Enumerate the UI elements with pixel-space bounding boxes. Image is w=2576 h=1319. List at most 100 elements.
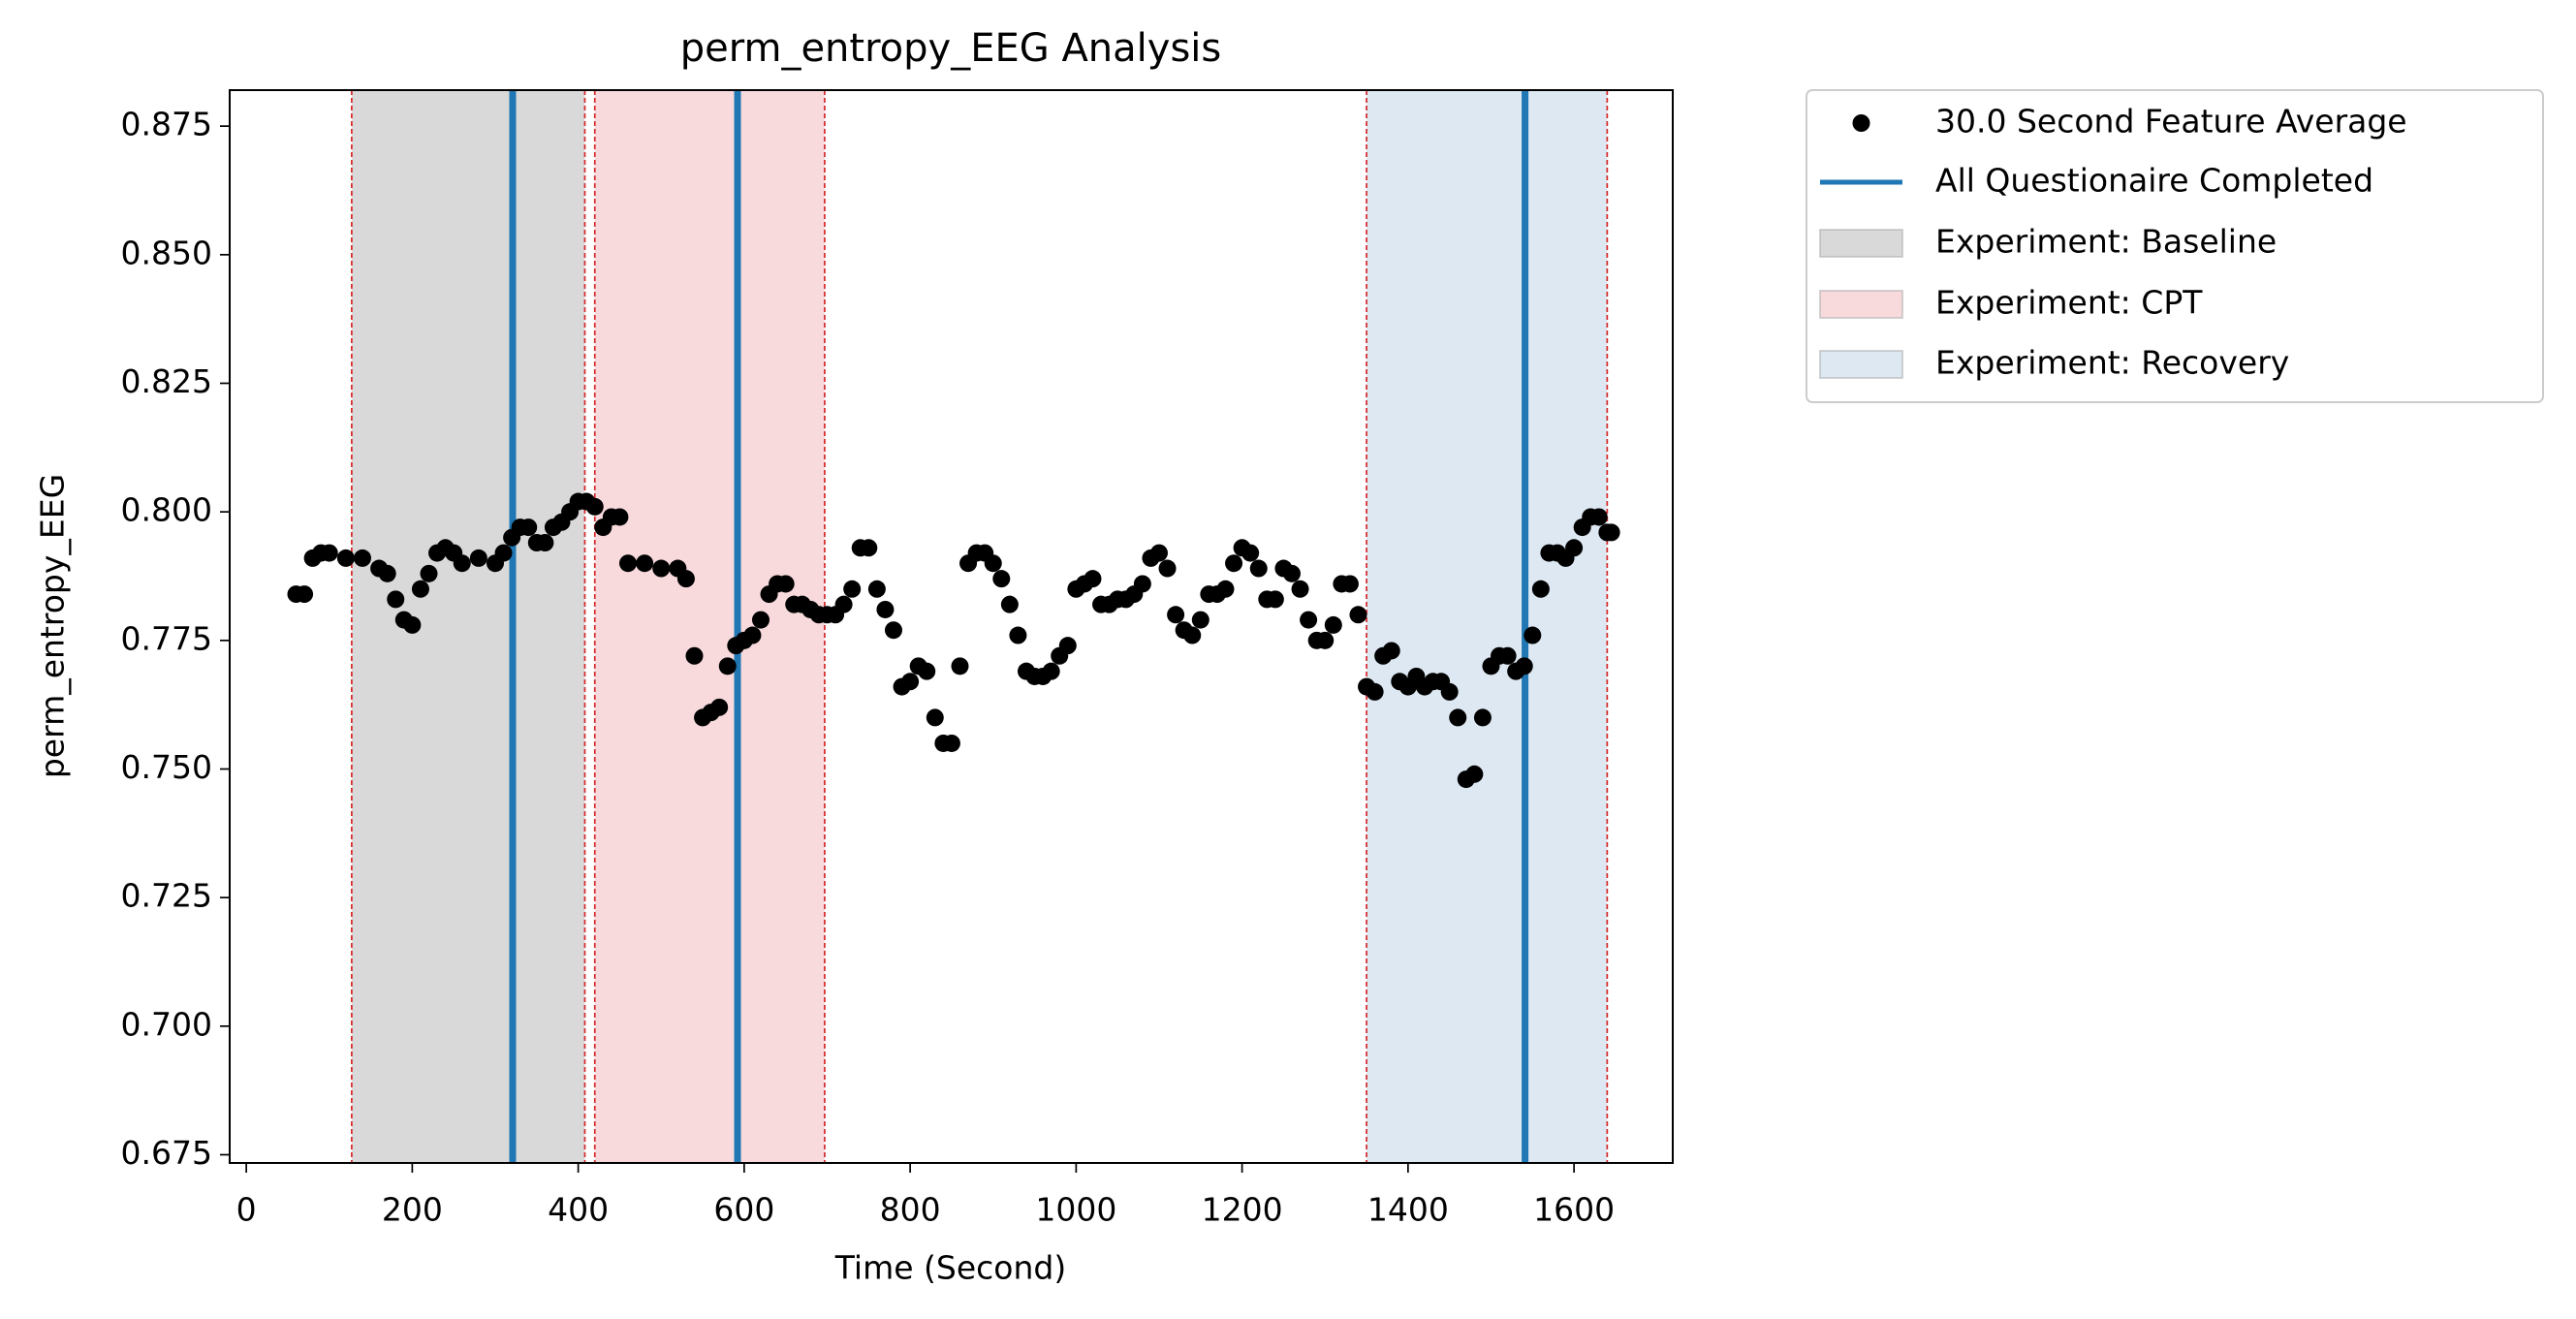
legend-marker — [1852, 114, 1870, 132]
data-point — [918, 662, 936, 680]
data-point — [611, 508, 629, 526]
data-point — [1440, 682, 1459, 701]
data-point — [751, 611, 770, 629]
data-point — [984, 554, 1002, 573]
data-point — [1465, 765, 1484, 783]
data-point — [1009, 626, 1027, 644]
data-point — [942, 734, 960, 752]
data-point — [884, 621, 902, 640]
y-tick-label: 0.750 — [121, 748, 212, 786]
data-point — [1291, 580, 1309, 598]
data-point — [1531, 580, 1550, 598]
data-point — [1266, 590, 1284, 609]
x-tick-label: 0 — [236, 1191, 257, 1229]
y-tick-label: 0.850 — [121, 234, 212, 271]
y-tick-label: 0.800 — [121, 491, 212, 529]
data-point — [1340, 575, 1359, 593]
data-point — [1524, 626, 1542, 644]
x-tick-label: 1000 — [1035, 1191, 1116, 1229]
x-tick-label: 1200 — [1202, 1191, 1283, 1229]
y-tick-label: 0.775 — [121, 619, 212, 657]
data-point — [685, 646, 704, 665]
span — [1367, 90, 1608, 1163]
data-point — [1473, 708, 1492, 727]
legend-marker — [1819, 229, 1903, 258]
data-point — [1000, 595, 1019, 613]
x-tick-label: 1400 — [1367, 1191, 1449, 1229]
data-point — [867, 580, 886, 598]
data-point — [926, 708, 944, 727]
data-point — [336, 549, 355, 567]
data-point — [1241, 544, 1260, 562]
data-point — [618, 554, 637, 573]
data-point — [652, 559, 671, 578]
data-point — [1498, 646, 1517, 665]
data-point — [353, 549, 371, 567]
y-tick-label: 0.675 — [121, 1134, 212, 1172]
x-tick-label: 1600 — [1533, 1191, 1615, 1229]
data-point — [718, 657, 737, 675]
data-point — [860, 539, 878, 557]
data-point — [1149, 544, 1168, 562]
data-point — [951, 657, 969, 675]
x-axis-label: Time (Second) — [834, 1249, 1066, 1287]
chart-title: perm_entropy_EEG Analysis — [680, 26, 1222, 71]
y-tick-label: 0.875 — [121, 106, 212, 143]
data-point — [1449, 708, 1467, 727]
data-point — [1366, 682, 1384, 701]
legend-box — [1806, 89, 2544, 403]
data-point — [876, 600, 895, 618]
legend-label: Experiment: Baseline — [1935, 223, 2277, 261]
x-tick-label: 400 — [548, 1191, 609, 1229]
data-point — [1042, 662, 1060, 680]
data-point — [519, 518, 538, 537]
data-point — [1282, 564, 1301, 582]
data-point — [1084, 570, 1102, 588]
data-point — [420, 564, 438, 582]
data-point — [494, 544, 513, 562]
data-point — [1382, 642, 1400, 660]
data-point — [843, 580, 862, 598]
data-point — [834, 595, 853, 613]
data-point — [676, 570, 695, 588]
data-point — [992, 570, 1011, 588]
x-tick-label: 200 — [382, 1191, 443, 1229]
data-point — [453, 554, 471, 573]
data-point — [1216, 580, 1235, 598]
data-point — [296, 585, 314, 604]
legend-label: 30.0 Second Feature Average — [1935, 103, 2407, 141]
legend-marker — [1819, 290, 1903, 319]
data-point — [1249, 559, 1268, 578]
legend-label: Experiment: Recovery — [1935, 344, 2289, 382]
data-point — [1167, 606, 1185, 624]
data-point — [1158, 559, 1177, 578]
plot-area — [287, 90, 1620, 1163]
y-tick-label: 0.825 — [121, 362, 212, 400]
data-point — [743, 626, 762, 644]
y-tick-label: 0.725 — [121, 877, 212, 915]
data-point — [320, 544, 338, 562]
legend-label: All Questionaire Completed — [1935, 162, 2373, 200]
data-point — [776, 575, 795, 593]
data-point — [636, 554, 654, 573]
data-point — [403, 615, 422, 634]
data-point — [1565, 539, 1584, 557]
x-tick-label: 600 — [713, 1191, 774, 1229]
data-point — [1191, 611, 1209, 629]
y-axis-label: perm_entropy_EEG — [34, 474, 72, 778]
x-tick-label: 800 — [880, 1191, 941, 1229]
legend-label: Experiment: CPT — [1935, 284, 2203, 322]
data-point — [1324, 615, 1342, 634]
legend-marker — [1819, 350, 1903, 379]
data-point — [1225, 554, 1243, 573]
data-point — [585, 497, 604, 516]
data-point — [1349, 606, 1367, 624]
axes-frame — [229, 89, 1674, 1164]
data-point — [710, 698, 729, 716]
data-point — [1515, 657, 1533, 675]
span — [594, 90, 825, 1163]
data-point — [411, 580, 429, 598]
data-point — [1183, 626, 1202, 644]
data-point — [469, 549, 487, 567]
